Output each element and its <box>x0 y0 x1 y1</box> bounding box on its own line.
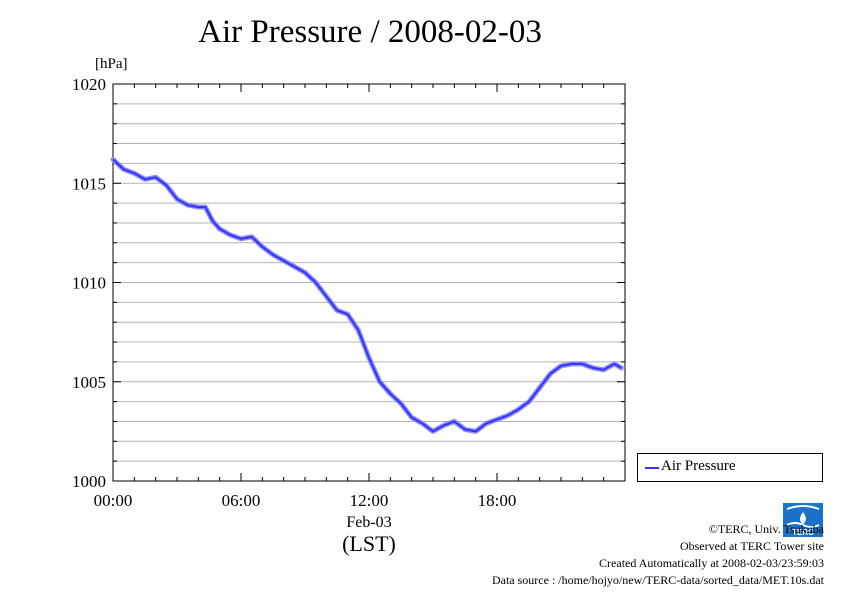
y-tick-label: 1000 <box>72 472 106 491</box>
legend: Air Pressure <box>637 453 823 482</box>
chart-title: Air Pressure / 2008-02-03 <box>198 14 542 50</box>
footer-copyright: ©TERC, Univ. Tsukuba <box>708 522 824 536</box>
x-tick-label: 18:00 <box>478 491 517 510</box>
footer-created: Created Automatically at 2008-02-03/23:5… <box>599 556 824 570</box>
y-tick-label: 1020 <box>72 75 106 94</box>
svg-text:TERC: TERC <box>792 528 814 537</box>
x-tick-label: 12:00 <box>350 491 389 510</box>
x-axis-label: (LST) <box>342 531 396 556</box>
y-tick-label: 1005 <box>72 373 106 392</box>
legend-label: Air Pressure <box>661 458 736 474</box>
legend-swatch <box>645 467 659 469</box>
footer-observed: Observed at TERC Tower site <box>679 539 824 553</box>
y-tick-label: 1010 <box>72 274 106 293</box>
footer-source: Data source : /home/hojyo/new/TERC-data/… <box>491 573 824 587</box>
y-tick-label: 1015 <box>72 174 106 193</box>
y-ticks: 1000 1005 1010 1015 1020 <box>72 75 625 491</box>
x-tick-label: 06:00 <box>222 491 261 510</box>
x-tick-label: 00:00 <box>94 491 133 510</box>
terc-logo-icon: TERC <box>783 503 823 537</box>
x-ticks: 00:00 06:00 12:00 18:00 <box>94 84 626 510</box>
y-axis-label: [hPa] <box>95 56 128 72</box>
grid-lines <box>113 103 625 462</box>
date-label: Feb-03 <box>346 514 391 531</box>
series-group <box>110 156 624 434</box>
series-line-air-pressure <box>112 158 622 433</box>
series-line-halo <box>110 156 624 434</box>
